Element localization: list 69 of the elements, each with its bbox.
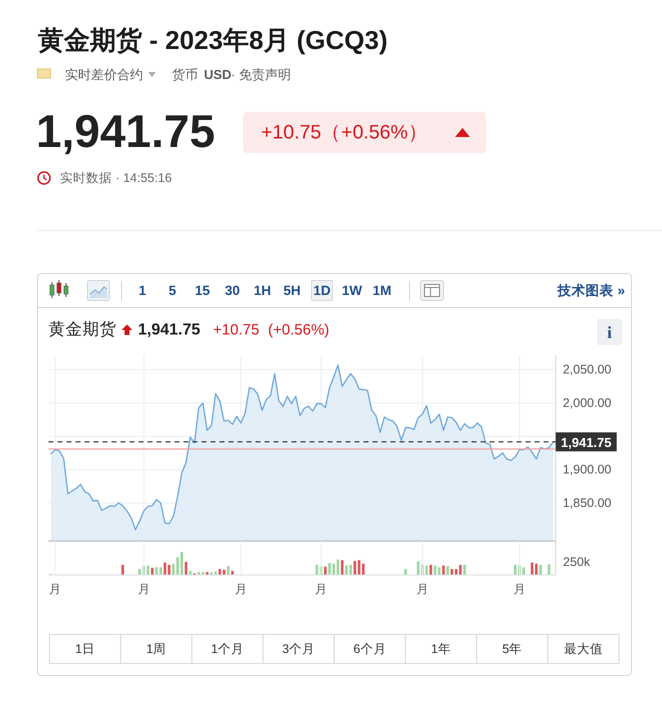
- bar: [362, 564, 365, 575]
- bar: [231, 570, 234, 575]
- bar: [172, 564, 175, 575]
- interval-button: 1W: [339, 280, 365, 301]
- text: 货币: [172, 66, 198, 82]
- bar: [539, 564, 542, 575]
- bar: [358, 560, 360, 575]
- text: 实时差价合约: [65, 66, 143, 82]
- text: (+0.56%): [268, 321, 330, 338]
- y-tick-label: 1,900.00: [562, 462, 612, 477]
- text: 最大值: [564, 642, 603, 656]
- text: 技术图表 »: [556, 282, 625, 298]
- text: 1周: [146, 642, 166, 656]
- text: 6个月: [353, 642, 386, 656]
- x-tick-label: 月: [234, 582, 247, 596]
- text: USD: [204, 66, 232, 82]
- interval-button: 30: [219, 280, 246, 301]
- bar: [416, 561, 420, 575]
- bar: [345, 566, 348, 575]
- bar: [340, 560, 344, 575]
- text: · 免责声明: [231, 66, 291, 82]
- text: 1,941.75: [138, 321, 200, 338]
- interval-button: 1D: [311, 280, 333, 301]
- interval-button: 1: [129, 280, 156, 301]
- text: 1个月: [210, 642, 244, 656]
- y-tick-label: 1,850.00: [562, 496, 612, 510]
- bar: [155, 567, 158, 575]
- x-tick-label: 月: [315, 582, 328, 596]
- bar: [222, 570, 226, 575]
- bar: [164, 562, 166, 575]
- text: +10.75（+0.56%）: [261, 122, 428, 144]
- bar: [354, 560, 356, 575]
- y-tick-label: 2,050.00: [562, 362, 612, 377]
- x-tick-label: 月: [138, 582, 150, 596]
- bar: [442, 566, 445, 575]
- text: 3个月: [282, 642, 316, 656]
- bar: [328, 562, 331, 575]
- text: 1年: [431, 642, 452, 656]
- x-tick-label: 月: [513, 582, 526, 596]
- bar: [404, 568, 407, 575]
- bar: [324, 566, 327, 575]
- text: 实时数据 · 14:55:16: [60, 171, 172, 185]
- bar: [336, 560, 340, 575]
- interval-button: 1M: [369, 280, 395, 301]
- bar: [548, 564, 550, 575]
- text: 5年: [502, 642, 522, 656]
- text: 250k: [563, 555, 591, 569]
- bar: [535, 564, 538, 575]
- bar: [184, 562, 188, 575]
- interval-button: 15: [189, 280, 216, 301]
- chart-title: 黄金期货 - 2023年8月 (GCQ3): [37, 25, 388, 55]
- bar: [530, 562, 534, 575]
- text: 黄金期货: [48, 320, 116, 338]
- x-tick-label: 月: [49, 582, 62, 596]
- text: 1日: [75, 642, 96, 656]
- ref-line-label: 1,941.75: [560, 434, 612, 450]
- interval-button: 5: [159, 280, 186, 301]
- bar: [180, 552, 184, 575]
- bar: [434, 566, 436, 575]
- bar: [332, 564, 336, 575]
- x-tick-label: 月: [416, 582, 428, 596]
- interval-button: 1H: [249, 280, 276, 301]
- text: i: [607, 322, 612, 342]
- y-tick-label: 2,000.00: [562, 396, 612, 410]
- bar: [146, 566, 150, 575]
- interval-button: 5H: [279, 280, 305, 301]
- text: 1,941.75: [36, 105, 216, 157]
- text: +10.75: [213, 321, 260, 338]
- bar: [425, 566, 428, 575]
